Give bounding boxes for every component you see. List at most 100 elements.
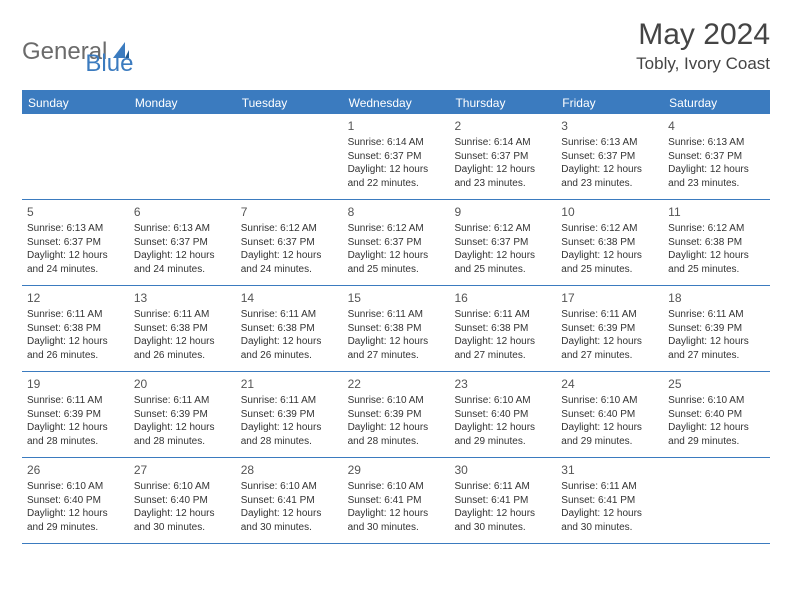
sunset-line: Sunset: 6:37 PM: [668, 150, 765, 164]
sunrise-line: Sunrise: 6:10 AM: [454, 394, 551, 408]
title-block: May 2024 Tobly, Ivory Coast: [636, 18, 770, 74]
day-cell: 1 Sunrise: 6:14 AMSunset: 6:37 PMDaylight…: [343, 114, 450, 199]
day-number: 2: [454, 118, 551, 134]
day-number: 29: [348, 462, 445, 478]
day-cell: 23Sunrise: 6:10 AMSunset: 6:40 PMDayligh…: [449, 372, 556, 457]
day-number: 15: [348, 290, 445, 306]
logo-text-blue: Blue: [85, 50, 133, 78]
sunrise-line: Sunrise: 6:10 AM: [348, 480, 445, 494]
sunset-line: Sunset: 6:39 PM: [241, 408, 338, 422]
daylight-line: Daylight: 12 hours and 30 minutes.: [241, 507, 338, 534]
day-number: 8: [348, 204, 445, 220]
sunset-line: Sunset: 6:37 PM: [454, 150, 551, 164]
day-cell: 8Sunrise: 6:12 AMSunset: 6:37 PMDaylight…: [343, 200, 450, 285]
sunrise-line: Sunrise: 6:12 AM: [348, 222, 445, 236]
sunset-line: Sunset: 6:41 PM: [454, 494, 551, 508]
day-cell: 27Sunrise: 6:10 AMSunset: 6:40 PMDayligh…: [129, 458, 236, 543]
day-cell: 19Sunrise: 6:11 AMSunset: 6:39 PMDayligh…: [22, 372, 129, 457]
sunset-line: Sunset: 6:38 PM: [454, 322, 551, 336]
daylight-line: Daylight: 12 hours and 25 minutes.: [668, 249, 765, 276]
day-number: 18: [668, 290, 765, 306]
daylight-line: Daylight: 12 hours and 29 minutes.: [454, 421, 551, 448]
daylight-line: Daylight: 12 hours and 22 minutes.: [348, 163, 445, 190]
day-number: 4: [668, 118, 765, 134]
sunrise-line: Sunrise: 6:11 AM: [454, 308, 551, 322]
sunrise-line: Sunrise: 6:11 AM: [561, 480, 658, 494]
sunrise-line: Sunrise: 6:14 AM: [348, 136, 445, 150]
day-number: 7: [241, 204, 338, 220]
sunrise-line: Sunrise: 6:12 AM: [561, 222, 658, 236]
day-cell: 3Sunrise: 6:13 AMSunset: 6:37 PMDaylight…: [556, 114, 663, 199]
daylight-line: Daylight: 12 hours and 28 minutes.: [27, 421, 124, 448]
sunset-line: Sunset: 6:38 PM: [27, 322, 124, 336]
day-number: 3: [561, 118, 658, 134]
sunset-line: Sunset: 6:37 PM: [27, 236, 124, 250]
sunset-line: Sunset: 6:41 PM: [241, 494, 338, 508]
daylight-line: Daylight: 12 hours and 25 minutes.: [454, 249, 551, 276]
dow-cell: Monday: [129, 92, 236, 114]
day-cell: 28Sunrise: 6:10 AMSunset: 6:41 PMDayligh…: [236, 458, 343, 543]
day-cell: 14Sunrise: 6:11 AMSunset: 6:38 PMDayligh…: [236, 286, 343, 371]
sunset-line: Sunset: 6:40 PM: [561, 408, 658, 422]
day-cell: 7Sunrise: 6:12 AMSunset: 6:37 PMDaylight…: [236, 200, 343, 285]
day-cell: 9Sunrise: 6:12 AMSunset: 6:37 PMDaylight…: [449, 200, 556, 285]
logo: General Blue: [22, 18, 133, 78]
sunrise-line: Sunrise: 6:13 AM: [27, 222, 124, 236]
daylight-line: Daylight: 12 hours and 23 minutes.: [454, 163, 551, 190]
day-number: 31: [561, 462, 658, 478]
sunrise-line: Sunrise: 6:11 AM: [134, 394, 231, 408]
sunset-line: Sunset: 6:39 PM: [668, 322, 765, 336]
sunset-line: Sunset: 6:40 PM: [668, 408, 765, 422]
sunset-line: Sunset: 6:37 PM: [134, 236, 231, 250]
day-number: 28: [241, 462, 338, 478]
day-of-week-row: SundayMondayTuesdayWednesdayThursdayFrid…: [22, 92, 770, 114]
sunrise-line: Sunrise: 6:11 AM: [348, 308, 445, 322]
daylight-line: Daylight: 12 hours and 27 minutes.: [561, 335, 658, 362]
day-number: 22: [348, 376, 445, 392]
sunrise-line: Sunrise: 6:10 AM: [668, 394, 765, 408]
sunset-line: Sunset: 6:38 PM: [561, 236, 658, 250]
sunset-line: Sunset: 6:41 PM: [348, 494, 445, 508]
sunset-line: Sunset: 6:40 PM: [27, 494, 124, 508]
day-cell: 13Sunrise: 6:11 AMSunset: 6:38 PMDayligh…: [129, 286, 236, 371]
dow-cell: Friday: [556, 92, 663, 114]
day-cell: 20Sunrise: 6:11 AMSunset: 6:39 PMDayligh…: [129, 372, 236, 457]
daylight-line: Daylight: 12 hours and 24 minutes.: [27, 249, 124, 276]
day-number: 1: [348, 118, 445, 134]
day-cell: 2Sunrise: 6:14 AMSunset: 6:37 PMDaylight…: [449, 114, 556, 199]
day-number: 27: [134, 462, 231, 478]
sunset-line: Sunset: 6:39 PM: [27, 408, 124, 422]
day-number: 26: [27, 462, 124, 478]
day-cell: 25Sunrise: 6:10 AMSunset: 6:40 PMDayligh…: [663, 372, 770, 457]
daylight-line: Daylight: 12 hours and 24 minutes.: [241, 249, 338, 276]
sunset-line: Sunset: 6:37 PM: [348, 150, 445, 164]
daylight-line: Daylight: 12 hours and 30 minutes.: [348, 507, 445, 534]
sunrise-line: Sunrise: 6:11 AM: [241, 394, 338, 408]
sunrise-line: Sunrise: 6:11 AM: [27, 308, 124, 322]
daylight-line: Daylight: 12 hours and 26 minutes.: [241, 335, 338, 362]
sunset-line: Sunset: 6:38 PM: [348, 322, 445, 336]
day-cell: 24Sunrise: 6:10 AMSunset: 6:40 PMDayligh…: [556, 372, 663, 457]
day-cell: 12Sunrise: 6:11 AMSunset: 6:38 PMDayligh…: [22, 286, 129, 371]
daylight-line: Daylight: 12 hours and 26 minutes.: [27, 335, 124, 362]
day-number: 9: [454, 204, 551, 220]
day-number: 6: [134, 204, 231, 220]
day-number: 21: [241, 376, 338, 392]
dow-cell: Wednesday: [343, 92, 450, 114]
day-number: 25: [668, 376, 765, 392]
week-row: 5Sunrise: 6:13 AMSunset: 6:37 PMDaylight…: [22, 200, 770, 286]
week-row: 19Sunrise: 6:11 AMSunset: 6:39 PMDayligh…: [22, 372, 770, 458]
daylight-line: Daylight: 12 hours and 27 minutes.: [348, 335, 445, 362]
sunrise-line: Sunrise: 6:12 AM: [668, 222, 765, 236]
day-cell: 6Sunrise: 6:13 AMSunset: 6:37 PMDaylight…: [129, 200, 236, 285]
day-number: 30: [454, 462, 551, 478]
dow-cell: Saturday: [663, 92, 770, 114]
sunset-line: Sunset: 6:38 PM: [241, 322, 338, 336]
sunset-line: Sunset: 6:41 PM: [561, 494, 658, 508]
day-number: 11: [668, 204, 765, 220]
daylight-line: Daylight: 12 hours and 25 minutes.: [348, 249, 445, 276]
dow-cell: Tuesday: [236, 92, 343, 114]
sunrise-line: Sunrise: 6:11 AM: [668, 308, 765, 322]
day-number: 24: [561, 376, 658, 392]
daylight-line: Daylight: 12 hours and 29 minutes.: [27, 507, 124, 534]
